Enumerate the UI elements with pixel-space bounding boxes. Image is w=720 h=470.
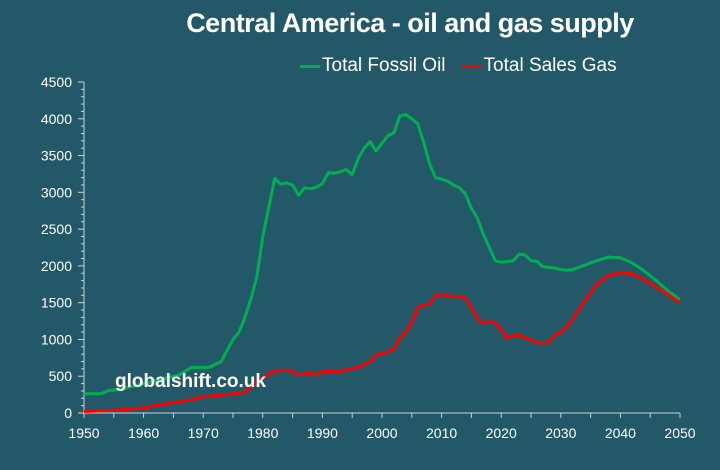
legend-swatch-oil <box>300 64 320 68</box>
x-tick-label: 1970 <box>188 425 219 441</box>
y-tick-label: 500 <box>49 368 73 384</box>
watermark: globalshift.co.uk <box>115 371 266 392</box>
legend: Total Fossil Oil Total Sales Gas <box>300 55 617 77</box>
y-tick-label: 1500 <box>41 295 72 311</box>
y-tick-label: 0 <box>64 405 72 421</box>
y-tick-label: 3000 <box>41 184 72 200</box>
y-tick-label: 4500 <box>41 74 72 90</box>
chart-title: Central America - oil and gas supply <box>186 8 634 38</box>
y-tick-label: 2500 <box>41 221 72 237</box>
x-tick-label: 2000 <box>366 425 397 441</box>
legend-label-oil: Total Fossil Oil <box>322 55 446 76</box>
x-tick-label: 1980 <box>247 425 278 441</box>
x-tick-label: 1990 <box>307 425 338 441</box>
y-tick-label: 3500 <box>41 148 72 164</box>
x-tick-label: 1950 <box>68 425 99 441</box>
y-tick-label: 2000 <box>41 258 72 274</box>
x-tick-label: 1960 <box>128 425 159 441</box>
series-line-gas <box>83 271 681 413</box>
x-tick-label: 2010 <box>426 425 457 441</box>
x-tick-label: 2020 <box>486 425 517 441</box>
legend-swatch-gas <box>461 64 482 68</box>
x-tick-label: 2030 <box>545 425 576 441</box>
x-tick-label: 2040 <box>605 425 636 441</box>
legend-item-oil: Total Fossil Oil <box>300 55 446 77</box>
y-tick-label: 4000 <box>41 111 72 127</box>
y-tick-label: 1000 <box>41 331 72 347</box>
legend-item-gas: Total Sales Gas <box>461 55 617 77</box>
series-line-oil <box>83 112 681 396</box>
x-tick-label: 2050 <box>664 425 695 441</box>
legend-label-gas: Total Sales Gas <box>483 55 617 76</box>
